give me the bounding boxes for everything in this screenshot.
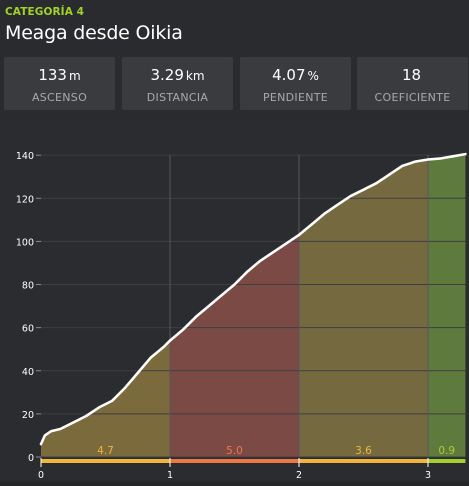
stat-coefficient-value: 18	[401, 66, 422, 84]
stat-distance-unit: km	[185, 69, 205, 83]
stat-distance-label: DISTANCIA	[146, 91, 209, 104]
stat-gradient: 4.07% PENDIENTE	[240, 57, 351, 110]
gradient-bar-4	[428, 459, 466, 463]
segment-fill-4	[428, 154, 466, 457]
elevation-profile-line	[39, 152, 467, 446]
stat-ascent: 133 m ASCENSO	[4, 57, 115, 110]
y-tick-label-140: 140	[16, 151, 34, 162]
stat-gradient-label: PENDIENTE	[262, 91, 329, 104]
stat-ascent-label: ASCENSO	[31, 91, 88, 104]
climb-category: CATEGORÍA 4	[5, 6, 85, 18]
y-tick-label-0: 0	[28, 453, 34, 464]
gradient-bar-2	[170, 459, 299, 463]
x-tick-label-2: 2	[296, 470, 302, 481]
x-tick-label-3: 3	[425, 470, 431, 481]
segment-fill-1	[41, 340, 170, 457]
stat-gradient-value: 4.07	[272, 66, 306, 84]
climb-title: Meaga desde Oikia	[5, 22, 183, 44]
gradient-bar-3	[299, 459, 428, 463]
y-tick-label-80: 80	[22, 281, 34, 292]
x-tick-label-1: 1	[167, 470, 173, 481]
gradient-label-2: 5.0	[226, 445, 243, 457]
stat-coefficient-label: COEFICIENTE	[374, 91, 451, 104]
y-tick-label-100: 100	[16, 237, 34, 248]
gradient-label-4: 0.9	[438, 445, 455, 457]
y-tick-label-60: 60	[22, 324, 34, 335]
stat-ascent-value: 133	[38, 66, 67, 84]
x-tick-label-0: 0	[38, 470, 44, 481]
gradient-label-1: 4.7	[97, 445, 114, 457]
y-tick-label-120: 120	[16, 194, 34, 205]
segment-fill-3	[299, 159, 428, 458]
y-tick-label-40: 40	[22, 367, 34, 378]
stat-gradient-unit: %	[307, 69, 319, 83]
stat-coefficient: 18 COEFICIENTE	[357, 57, 468, 110]
gradient-label-3: 3.6	[355, 445, 372, 457]
gradient-bar-1	[41, 459, 170, 463]
segment-fill-2	[170, 234, 299, 457]
stat-distance-value: 3.29	[150, 66, 184, 84]
stat-distance: 3.29 km DISTANCIA	[122, 57, 233, 110]
climb-header: CATEGORÍA 4 Meaga desde Oikia 133 m ASCEN…	[0, 0, 469, 120]
elevation-chart: 0 20 40 60 80 100 120 140 4.7 5.0 3.6 0.9 0 1 2 3	[0, 120, 469, 482]
elevation-chart-svg: 0 20 40 60 80 100 120 140 4.7 5.0 3.6 0.9 0 1 2 3	[16, 151, 467, 481]
y-tick-label-20: 20	[22, 410, 34, 421]
stat-ascent-unit: m	[68, 69, 81, 83]
